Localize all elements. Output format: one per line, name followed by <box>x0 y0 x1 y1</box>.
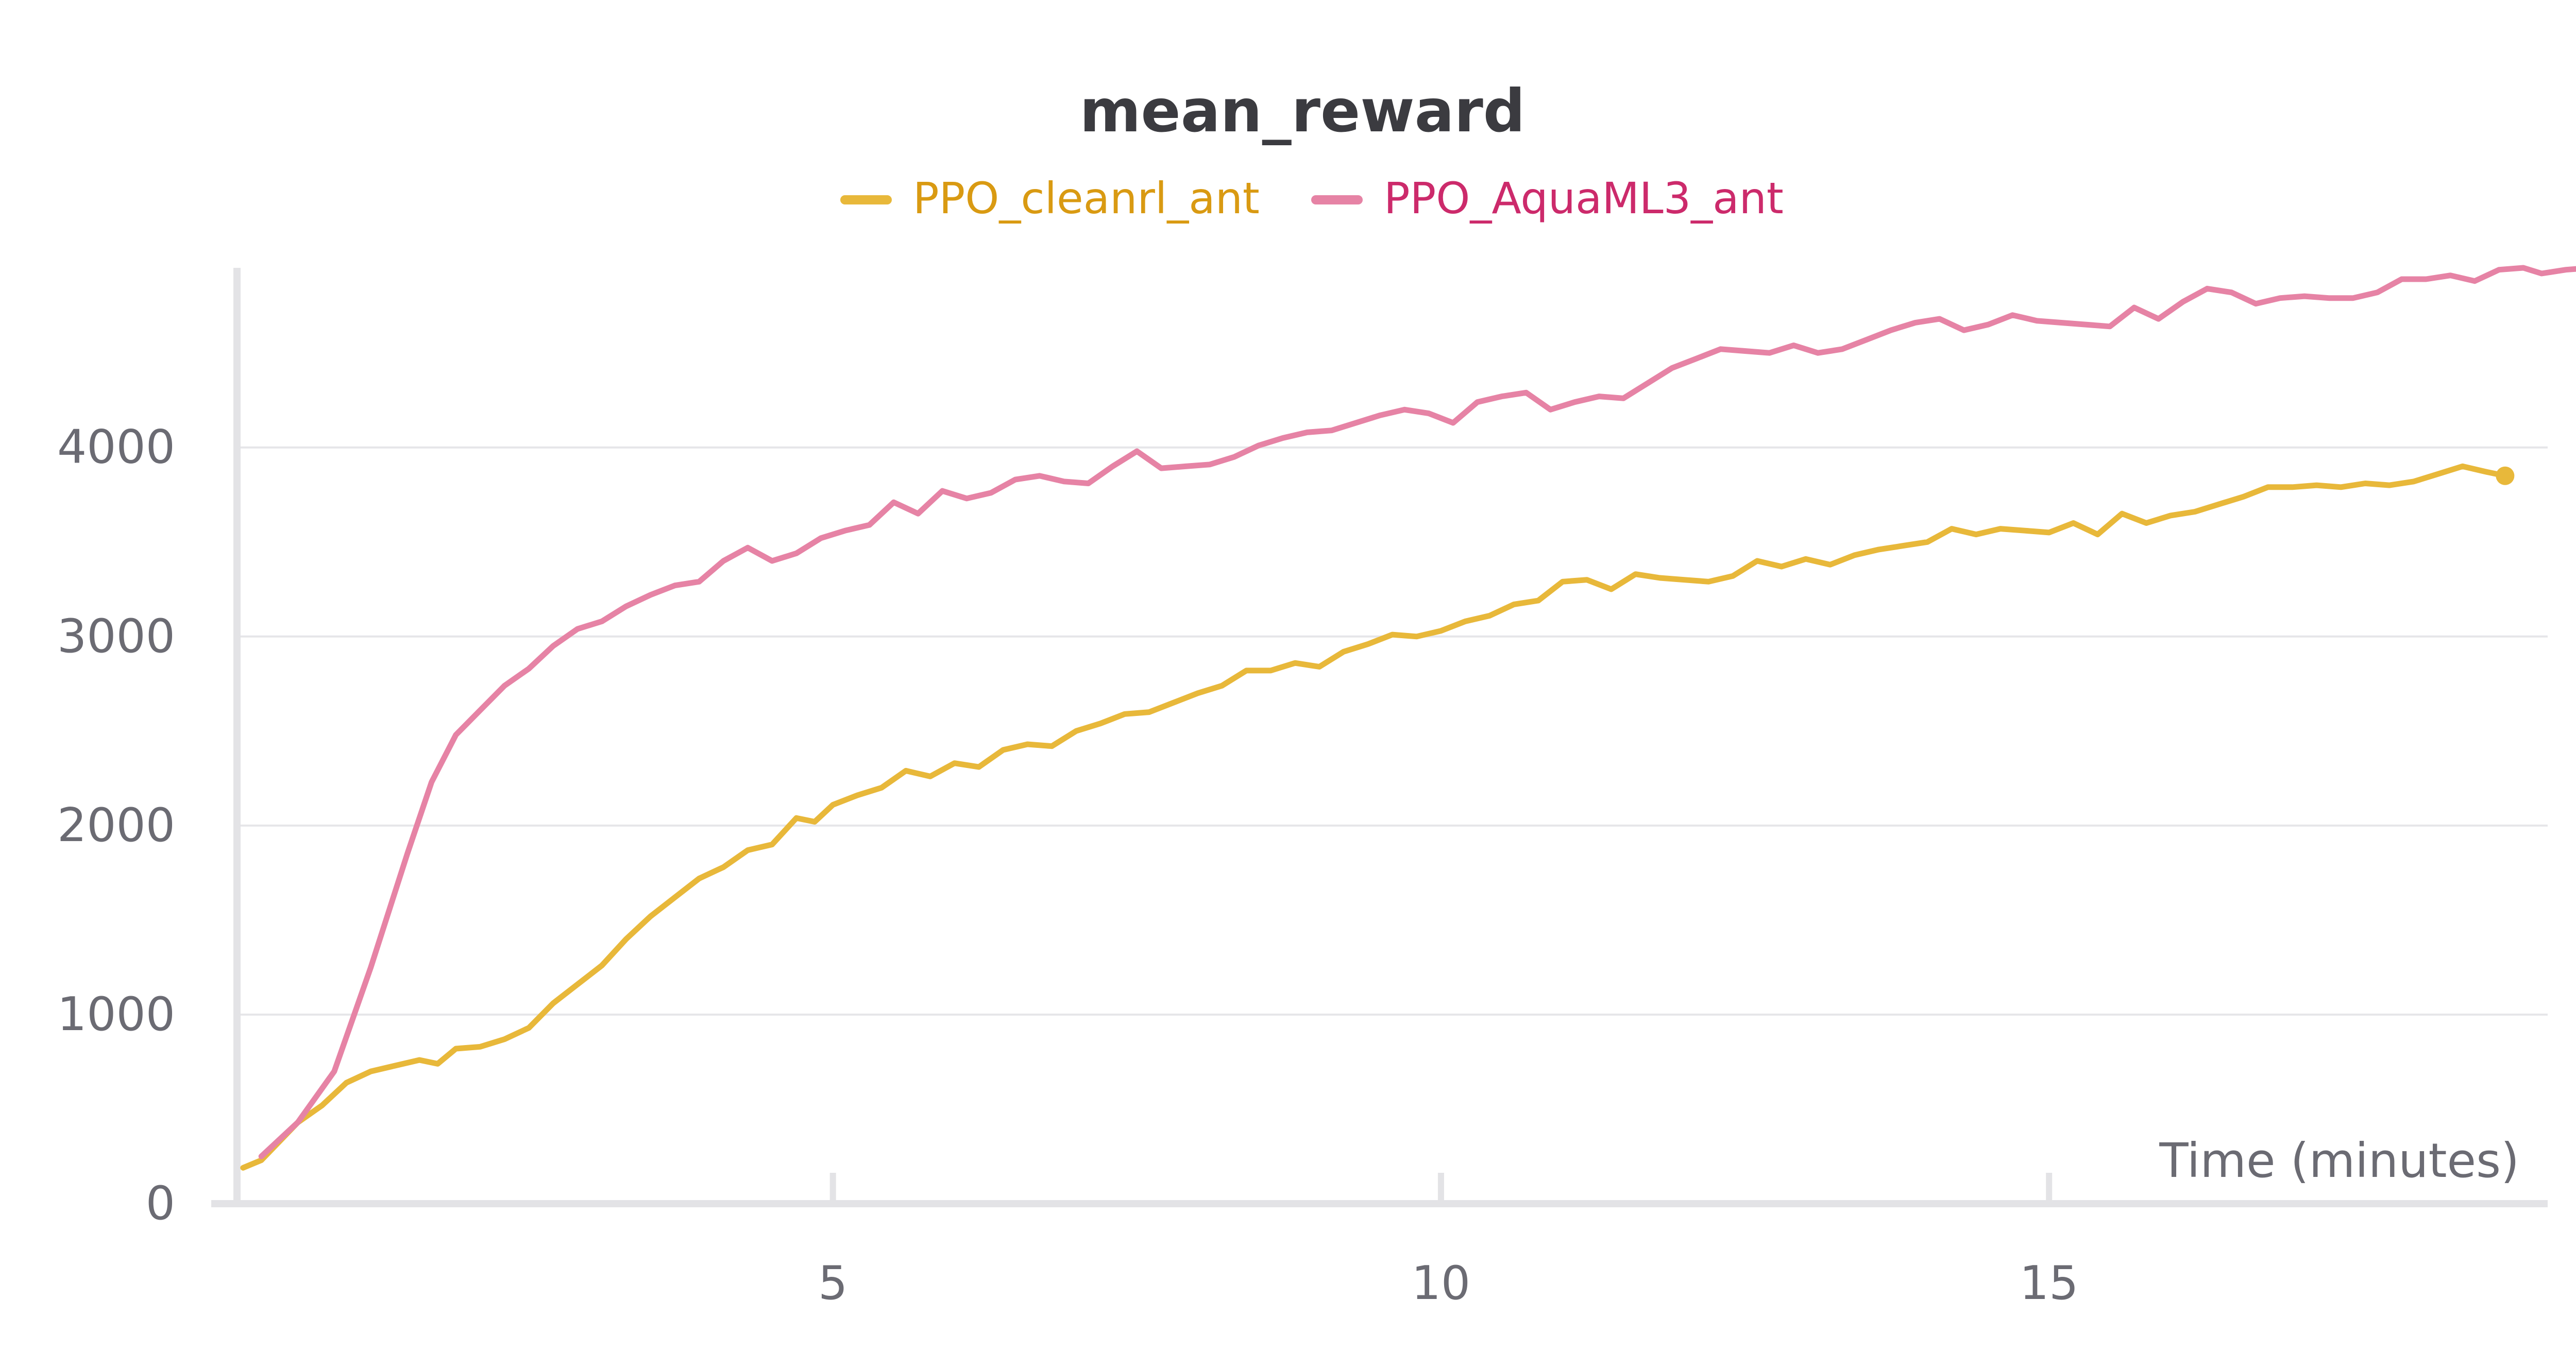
y-tick-label-4: 4000 <box>57 420 175 474</box>
x-tick-label-1: 10 <box>1412 1256 1471 1310</box>
series-layer <box>240 265 2576 1171</box>
y-tick-label-1: 1000 <box>57 987 175 1041</box>
ticks-layer: 0 1000 2000 3000 4000 5 10 15 <box>57 420 2078 1310</box>
legend-item-1[interactable]: PPO_AquaML3_ant <box>1311 173 1784 224</box>
x-tick-label-2: 15 <box>2020 1256 2079 1310</box>
x-axis-label: Time (minutes) <box>2159 1133 2519 1188</box>
series-end-marker-0[interactable] <box>2496 466 2515 485</box>
series-line-1[interactable] <box>258 265 2576 1159</box>
chart-title: mean_reward <box>1080 77 1526 145</box>
legend-item-0[interactable]: PPO_cleanrl_ant <box>840 173 1260 224</box>
legend-label-1: PPO_AquaML3_ant <box>1384 173 1784 224</box>
legend-label-0: PPO_cleanrl_ant <box>913 173 1260 224</box>
y-tick-label-2: 2000 <box>57 798 175 852</box>
axes-layer <box>211 268 2548 1207</box>
legend[interactable]: PPO_cleanrl_ant PPO_AquaML3_ant <box>840 173 1784 224</box>
y-tick-label-3: 3000 <box>57 609 175 663</box>
series-line-0[interactable] <box>240 463 2508 1171</box>
y-tick-label-0: 0 <box>146 1176 175 1230</box>
x-tick-label-0: 5 <box>818 1256 848 1310</box>
